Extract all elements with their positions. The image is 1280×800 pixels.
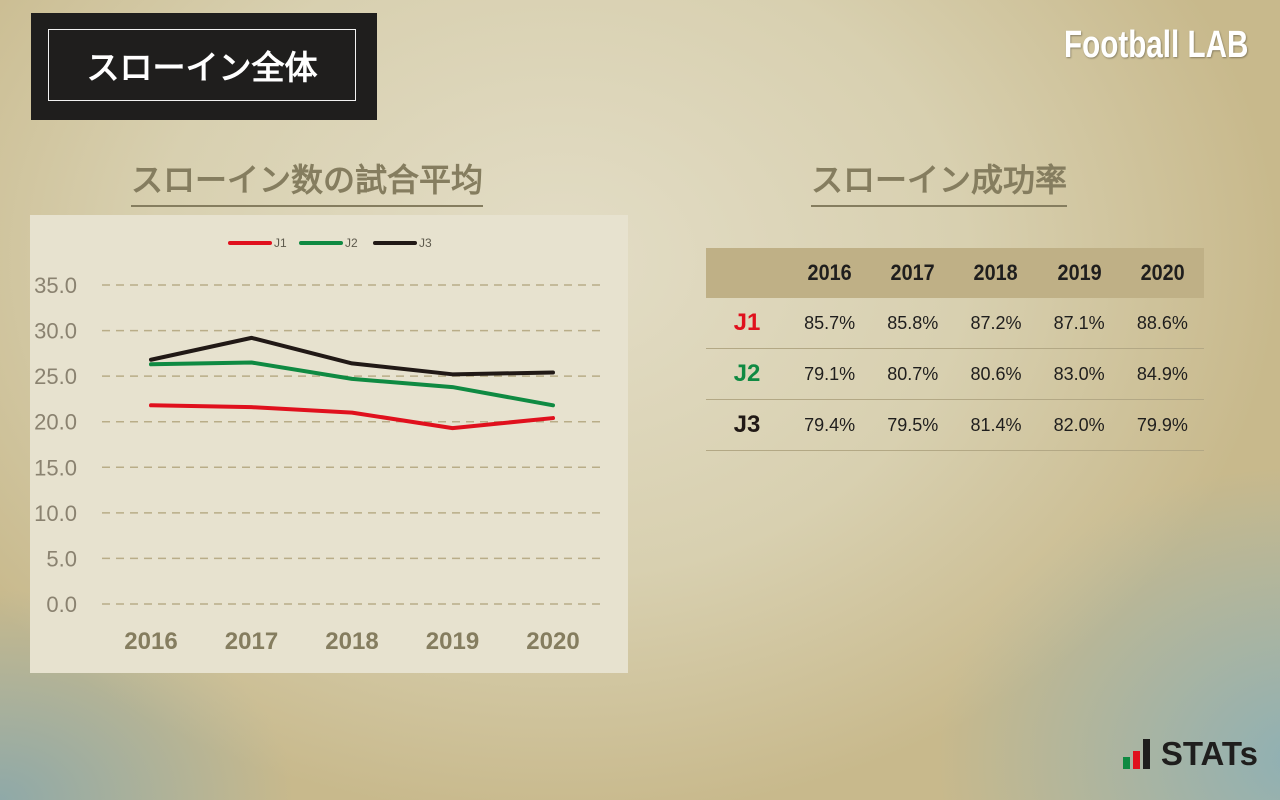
table-row: J2 79.1% 80.7% 80.6% 83.0% 84.9% — [706, 348, 1204, 400]
table-header-cell: 2019 — [1057, 260, 1102, 285]
y-tick-label: 35.0 — [34, 273, 77, 298]
table-header-cell: 2018 — [973, 260, 1018, 285]
y-tick-label: 10.0 — [34, 501, 77, 526]
series-line-j2 — [149, 360, 555, 408]
logo-bar-red — [1132, 751, 1140, 769]
table-header-row: 2016 2017 2018 2019 2020 — [706, 248, 1204, 298]
table-cell: 85.7% — [788, 298, 872, 349]
chart-panel: 0.0 5.0 10.0 15.0 20.0 25.0 30.0 35.0 2016 2017 20… — [30, 215, 628, 673]
logo-bar-green — [1122, 757, 1130, 769]
x-tick-label: 2019 — [426, 628, 479, 655]
stats-bars-icon — [1122, 739, 1153, 769]
table-cell: 84.9% — [1120, 348, 1204, 400]
success-rate-table: 2016 2017 2018 2019 2020 J1 85.7% 85.8% … — [706, 248, 1204, 451]
table-header-cell — [710, 248, 784, 298]
y-tick-label: 0.0 — [46, 592, 77, 617]
y-tick-label: 20.0 — [34, 410, 77, 435]
table-row: J1 85.7% 85.8% 87.2% 87.1% 88.6% — [706, 298, 1204, 349]
stats-logo-text: STATs — [1160, 735, 1258, 772]
table-cell: 79.9% — [1120, 399, 1204, 451]
table-section-title: スローイン成功率 — [811, 155, 1068, 207]
y-tick-label: 5.0 — [46, 546, 77, 571]
table-cell: 80.7% — [871, 348, 955, 400]
page-title: スローイン全体 — [48, 29, 356, 101]
x-tick-label: 2018 — [325, 628, 378, 655]
x-tick-label: 2016 — [124, 628, 177, 655]
table-cell: 79.4% — [788, 399, 872, 451]
series-line-j1 — [149, 403, 555, 431]
league-label: J2 — [706, 348, 788, 400]
x-tick-label: 2017 — [225, 628, 278, 655]
table-header-cell: 2020 — [1140, 260, 1185, 285]
table-cell: 87.2% — [954, 298, 1038, 349]
table-cell: 79.1% — [788, 348, 872, 400]
table-cell: 85.8% — [871, 298, 955, 349]
table-cell: 83.0% — [1037, 348, 1121, 400]
y-tick-label: 30.0 — [34, 319, 77, 344]
table-header-cell: 2016 — [807, 260, 852, 285]
legend-label: J3 — [419, 236, 432, 250]
y-tick-label: 25.0 — [34, 364, 77, 389]
y-tick-label: 15.0 — [34, 455, 77, 480]
table-cell: 80.6% — [954, 348, 1038, 400]
table-row: J3 79.4% 79.5% 81.4% 82.0% 79.9% — [706, 399, 1204, 451]
table-cell: 88.6% — [1120, 298, 1204, 349]
league-label: J3 — [706, 399, 788, 451]
table-header-cell: 2017 — [890, 260, 935, 285]
x-tick-label: 2020 — [526, 628, 579, 655]
chart-section-title: スローイン数の試合平均 — [131, 155, 484, 207]
line-chart: 0.0 5.0 10.0 15.0 20.0 25.0 30.0 35.0 2016 2017 20… — [34, 236, 606, 655]
stats-logo: STATs — [1122, 735, 1258, 772]
table-cell: 87.1% — [1037, 298, 1121, 349]
title-box: スローイン全体 — [31, 13, 377, 120]
series-line-j3 — [149, 335, 555, 377]
table-cell: 82.0% — [1037, 399, 1121, 451]
legend-label: J1 — [274, 236, 287, 250]
brand-logo: Football LAB — [1063, 24, 1248, 66]
table-cell: 81.4% — [954, 399, 1038, 451]
table-cell: 79.5% — [871, 399, 955, 451]
logo-bar-dark — [1142, 739, 1150, 769]
legend-label: J2 — [345, 236, 358, 250]
league-label: J1 — [706, 298, 788, 349]
